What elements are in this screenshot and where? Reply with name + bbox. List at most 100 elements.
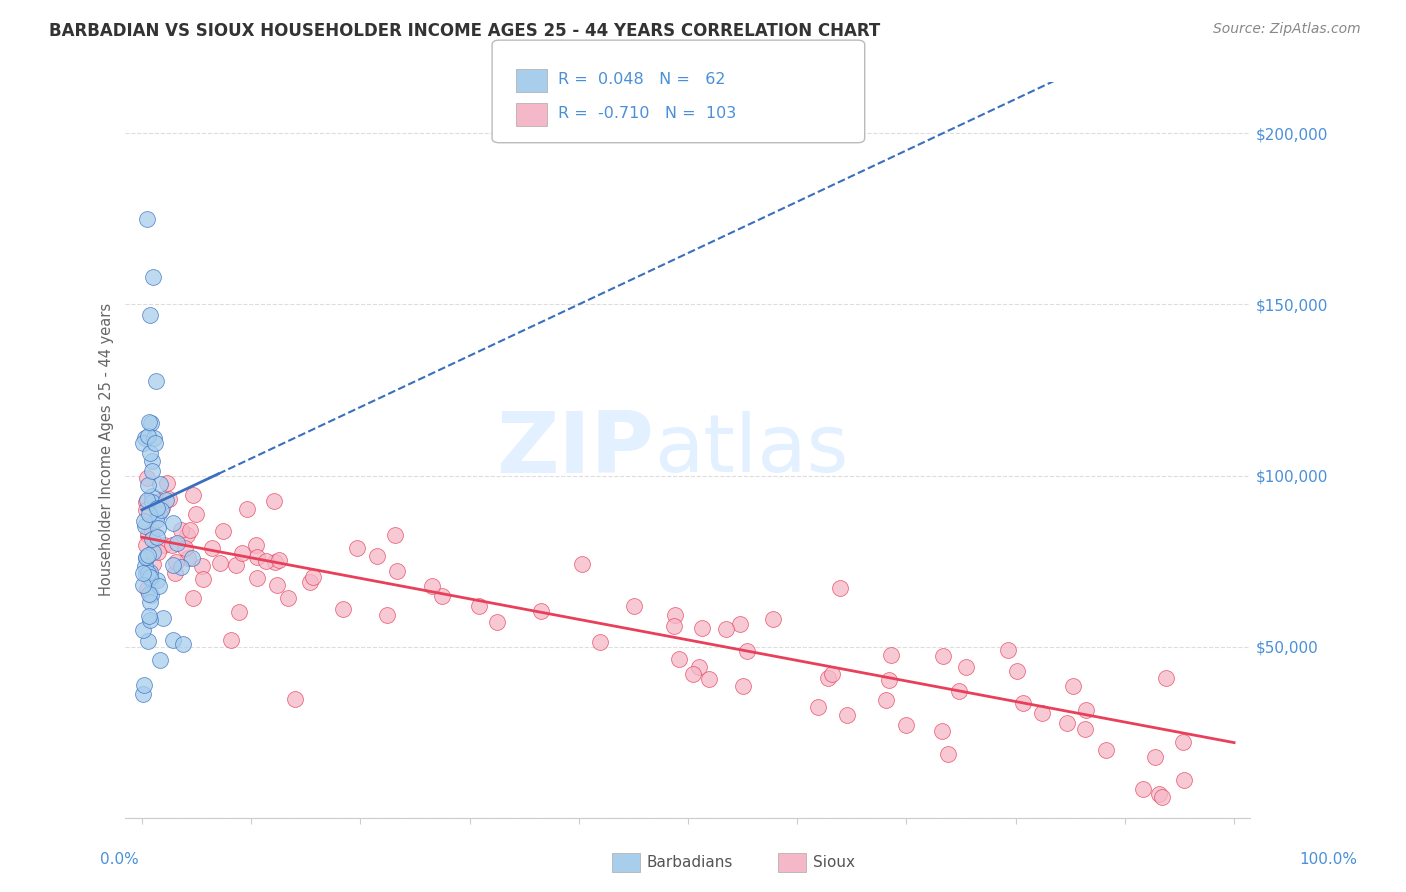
Point [284,691,307,706]
Point [346,541,368,555]
Point [142,270,165,285]
Point [142,558,165,572]
Point [141,489,163,503]
Point [145,573,167,587]
Point [135,495,157,509]
Point [714,622,737,636]
Point [690,621,713,635]
Point [880,648,903,662]
Text: Source: ZipAtlas.com: Source: ZipAtlas.com [1213,22,1361,37]
Point [231,546,253,560]
Point [366,549,388,564]
Point [737,643,759,657]
Point [180,551,202,566]
Point [228,605,250,619]
Point [157,491,180,506]
Point [132,623,155,637]
Point [152,538,174,552]
Point [134,515,156,529]
Point [132,566,155,580]
Point [145,374,167,388]
Point [875,692,897,706]
Point [138,508,160,522]
Point [139,594,162,608]
Point [136,211,159,226]
Point [165,566,187,580]
Point [948,684,970,698]
Text: 0.0%: 0.0% [100,852,139,867]
Point [148,579,170,593]
Point [191,573,214,587]
Text: Sioux: Sioux [813,855,855,870]
Point [142,545,165,559]
Point [668,652,690,666]
Point [201,541,224,556]
Point [733,680,755,694]
Point [529,604,551,618]
Point [225,558,247,572]
Point [183,487,205,501]
Point [830,581,852,595]
Point [1012,697,1035,711]
Point [136,633,159,648]
Point [1095,743,1118,757]
Point [173,541,195,556]
Point [138,609,160,624]
Point [139,565,162,579]
Point [136,478,159,492]
Text: Barbadians: Barbadians [647,855,733,870]
Point [150,500,173,515]
Point [730,617,752,632]
Point [486,615,509,629]
Point [162,632,184,647]
Point [155,493,177,508]
Point [245,538,267,552]
Text: R =  -0.710   N =  103: R = -0.710 N = 103 [558,106,737,121]
Point [269,552,291,566]
Point [170,523,193,537]
Point [1031,706,1053,720]
Point [623,599,645,613]
Point [264,555,287,569]
Point [139,614,162,628]
Point [236,502,259,516]
Point [162,516,184,530]
Point [162,558,184,573]
Point [571,557,593,571]
Point [807,700,830,714]
Point [135,538,157,552]
Point [894,718,917,732]
Point [1152,789,1174,804]
Point [138,308,160,322]
Point [664,618,686,632]
Point [146,530,169,544]
Point [190,559,212,574]
Point [181,591,204,606]
Point [135,566,157,581]
Point [132,678,155,692]
Point [589,635,612,649]
Point [184,508,207,522]
Point [136,566,159,581]
Point [1147,787,1170,801]
Point [682,667,704,681]
Point [176,528,198,542]
Point [134,519,156,533]
Point [936,747,959,761]
Point [277,591,299,606]
Point [1005,665,1028,679]
Point [817,671,839,685]
Point [208,556,231,570]
Point [148,506,170,520]
Point [136,471,159,485]
Point [420,579,443,593]
Point [141,464,163,478]
Point [139,416,162,430]
Point [385,564,408,578]
Point [149,476,172,491]
Point [135,549,157,564]
Point [211,524,233,539]
Point [135,492,157,507]
Point [139,572,162,586]
Point [997,643,1019,657]
